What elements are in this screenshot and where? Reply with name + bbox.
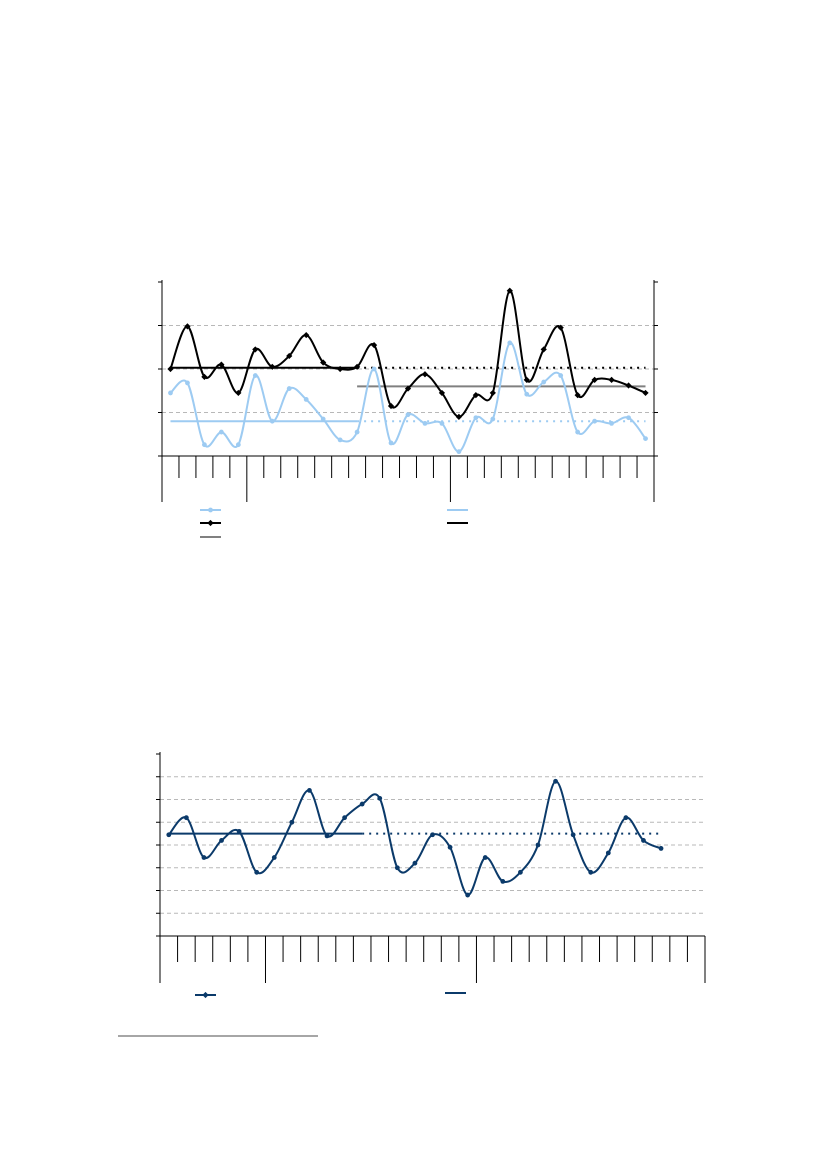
dark_series-point [608, 376, 615, 383]
navy_series-point [166, 832, 172, 838]
navy_series-point [183, 815, 189, 821]
navy_series-point [359, 801, 365, 807]
light_series-point [473, 415, 479, 421]
light_series-point [575, 429, 581, 435]
navy_series-point [307, 788, 312, 793]
light_series-point [252, 373, 258, 378]
light_series-point [388, 440, 394, 446]
navy_series-point [535, 842, 541, 848]
navy_series-point [394, 865, 400, 871]
light_series-point [524, 391, 530, 397]
light_series-point [422, 420, 428, 426]
navy_series-point [430, 832, 435, 838]
navy_series-point [342, 815, 347, 821]
light_series-point [609, 420, 614, 426]
light_series-point [218, 429, 224, 435]
light_series-point [303, 397, 309, 402]
light_series-point [456, 449, 462, 455]
light_series-point [371, 366, 377, 372]
light_series-point [269, 418, 275, 424]
navy_series-point [201, 855, 207, 860]
light_series-point [354, 429, 360, 435]
navy_series-point [271, 855, 277, 860]
legend-light_series-marker [208, 507, 213, 513]
navy_series-point [623, 815, 629, 821]
footnote-divider [118, 1035, 318, 1037]
navy_series-point [447, 844, 453, 850]
navy_series-point [482, 855, 488, 860]
chart-2 [156, 752, 706, 999]
dark_series-line [169, 289, 646, 418]
dark_series-point [642, 389, 649, 397]
dark_series-point [489, 389, 496, 397]
light_series-point [643, 436, 648, 441]
dark_series-point [455, 413, 463, 420]
light_series-point [286, 386, 292, 391]
navy_series-point [412, 860, 418, 866]
light_series-point [592, 418, 598, 424]
legend-navy_series-marker [202, 991, 209, 999]
dark_series-point [421, 371, 429, 378]
light_series-point [541, 379, 547, 385]
navy_series-point [518, 869, 523, 875]
dark_series-point [387, 402, 395, 410]
navy_series-point [236, 828, 242, 834]
dark_series-point [184, 323, 191, 330]
dark_series-point [218, 361, 225, 368]
light_series-point [320, 416, 326, 422]
legend-dark_series-marker [207, 519, 214, 527]
chart-1 [158, 280, 658, 538]
navy_series-point [553, 778, 558, 784]
light_series-point [235, 442, 241, 448]
navy_series-point [588, 869, 594, 875]
light_series-point [507, 340, 513, 346]
dark_series-point [167, 365, 174, 373]
navy_series-point [254, 869, 260, 875]
navy_series-point [500, 879, 506, 884]
navy_series-point [219, 838, 224, 843]
navy_series-line [168, 780, 662, 897]
navy_series-point [377, 795, 383, 801]
light_series-line [169, 341, 647, 453]
navy_series-point [570, 832, 576, 838]
navy_series-point [641, 838, 646, 843]
navy_series-point [605, 850, 611, 856]
light_series-point [558, 373, 564, 378]
light_series-point [626, 415, 631, 421]
light_series-point [202, 442, 207, 448]
light_series-point [337, 437, 343, 443]
navy_series-point [465, 892, 471, 898]
light_series-point [405, 412, 411, 418]
navy_series-point [658, 846, 664, 851]
dark_series-point [574, 391, 581, 399]
light_series-point [439, 420, 445, 426]
dark_series-point [591, 376, 598, 383]
navy_series-point [289, 819, 295, 825]
light_series-point [168, 390, 173, 396]
light_series-point [185, 380, 190, 386]
light_series-point [490, 416, 496, 422]
navy_series-point [324, 833, 330, 839]
dark_series-point [625, 382, 632, 389]
dark_series-point [472, 391, 479, 399]
